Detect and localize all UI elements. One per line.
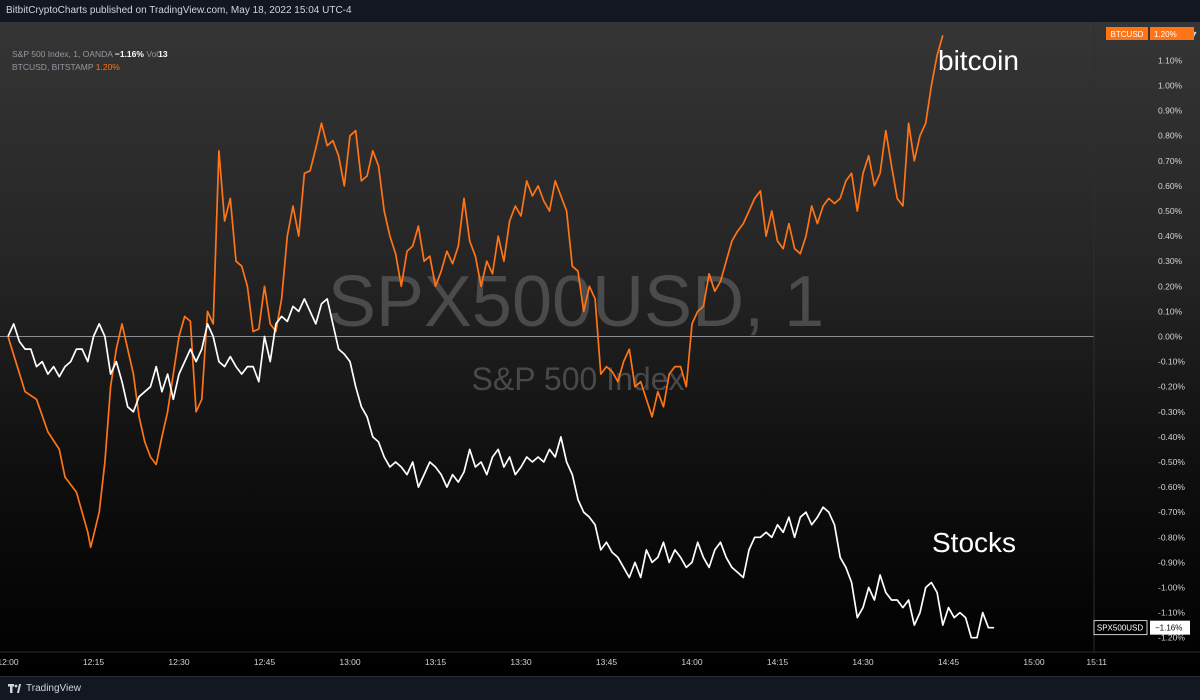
tradingview-logo-icon (8, 684, 21, 693)
x-tick-label: 12:30 (168, 657, 190, 667)
y-tick-label: 0.00% (1158, 332, 1183, 342)
x-tick-label: 14:45 (938, 657, 960, 667)
x-tick-label: 13:45 (596, 657, 618, 667)
watermark-symbol: SPX500USD, 1 (328, 262, 824, 342)
y-tick-label: 0.70% (1158, 156, 1183, 166)
legend-row-spx[interactable]: S&P 500 Index, 1, OANDA −1.16% Vol13 (12, 48, 168, 61)
spx-value-label: −1.16% (1155, 624, 1182, 633)
series-line-spx500usd (7, 298, 995, 639)
y-tick-label: -1.20% (1158, 633, 1185, 643)
y-tick-label: -0.30% (1158, 407, 1185, 417)
btc-value-label: 1.20% (1154, 30, 1177, 39)
legend-btc-label: BTCUSD, BITSTAMP (12, 62, 94, 72)
chart-area[interactable]: SPX500USD, 1 S&P 500 Index 1.10% 1.00% 0.9… (0, 22, 1200, 676)
y-tick-label: 0.50% (1158, 206, 1183, 216)
y-tick-label: 0.10% (1158, 306, 1183, 316)
legend-vol-value: 13 (158, 49, 168, 59)
btc-name-badge (1106, 27, 1148, 40)
y-tick-label: -1.10% (1158, 608, 1185, 618)
x-tick-label: 14:15 (767, 657, 789, 667)
price-axis[interactable]: 1.10% 1.00% 0.90% 0.80% 0.70% 0.60% 0.50% 0.40%… (1158, 55, 1185, 642)
btc-value-badge (1150, 27, 1194, 40)
series-line-btcusd (7, 35, 944, 549)
x-tick-label: 12:15 (83, 657, 105, 667)
y-tick-label: 0.20% (1158, 281, 1183, 291)
time-axis[interactable]: 12:00 12:15 12:30 12:45 13:00 13:15 13:30 13:45… (0, 657, 1107, 667)
x-tick-label: 13:30 (510, 657, 532, 667)
legend-spx-label: S&P 500 Index, 1, OANDA (12, 49, 113, 59)
legend-row-btc[interactable]: BTCUSD, BITSTAMP 1.20% (12, 61, 168, 74)
legend-btc-change: 1.20% (95, 62, 120, 72)
y-tick-label: 1.00% (1158, 81, 1183, 91)
y-tick-label: 0.30% (1158, 256, 1183, 266)
btc-series (7, 35, 944, 549)
footer-bar: TradingView (0, 676, 1200, 700)
y-tick-label: -0.80% (1158, 532, 1185, 542)
y-tick-label: -1.00% (1158, 583, 1185, 593)
watermark-name: S&P 500 Index (472, 361, 685, 397)
x-tick-label: 13:15 (425, 657, 447, 667)
y-tick-label: 0.40% (1158, 231, 1183, 241)
footer-brand: TradingView (26, 683, 82, 694)
y-tick-label: -0.70% (1158, 507, 1185, 517)
y-tick-label: -0.10% (1158, 357, 1185, 367)
y-tick-label: -0.60% (1158, 482, 1185, 492)
y-tick-label: 0.60% (1158, 181, 1183, 191)
x-tick-label: 15:11 (1086, 657, 1107, 667)
x-tick-label: 14:00 (681, 657, 703, 667)
x-tick-label: 13:00 (339, 657, 361, 667)
x-tick-label: 12:45 (254, 657, 276, 667)
x-tick-label: 15:00 (1023, 657, 1045, 667)
y-tick-label: 0.80% (1158, 131, 1183, 141)
legend-spx-change: −1.16% (114, 49, 144, 59)
publisher-line: BitbitCryptoCharts published on TradingV… (6, 5, 352, 16)
spx-value-badge (1150, 620, 1190, 635)
y-tick-label: -0.20% (1158, 382, 1185, 392)
annotation-bitcoin: bitcoin (938, 45, 1019, 76)
y-tick-label: 0.90% (1158, 106, 1183, 116)
btc-name-label: BTCUSD (1111, 30, 1144, 39)
legend: S&P 500 Index, 1, OANDA −1.16% Vol13 BTC… (12, 48, 168, 74)
spx-name-label: SPX500USD (1097, 624, 1143, 633)
y-tick-label: -0.40% (1158, 432, 1185, 442)
chart-svg[interactable]: SPX500USD, 1 S&P 500 Index 1.10% 1.00% 0.9… (0, 22, 1200, 676)
y-tick-label: -0.90% (1158, 557, 1185, 567)
spx-series (7, 298, 995, 639)
x-tick-label: 12:00 (0, 657, 19, 667)
spx-name-badge (1093, 620, 1148, 636)
legend-vol-label: Vol (146, 49, 159, 59)
y-tick-label: -0.50% (1158, 457, 1185, 467)
x-tick-label: 14:30 (852, 657, 874, 667)
publisher-bar: BitbitCryptoCharts published on TradingV… (0, 0, 1200, 23)
y-tick-label: 1.10% (1158, 55, 1183, 65)
annotation-stocks: Stocks (932, 527, 1016, 558)
